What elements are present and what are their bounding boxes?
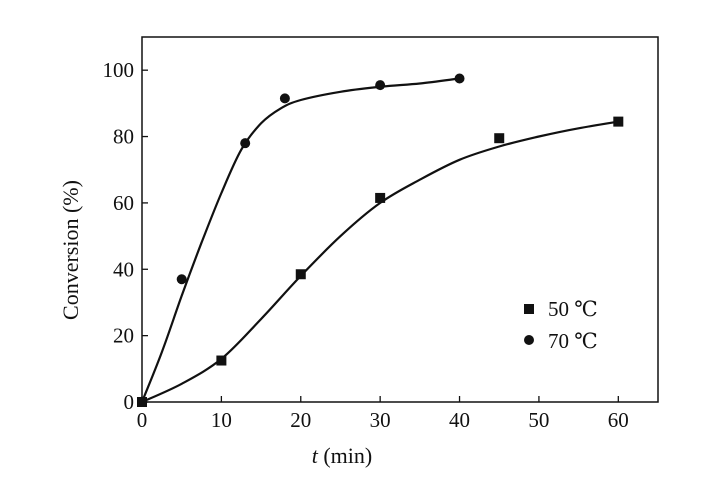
legend-label-50c: 50 ℃: [548, 297, 598, 321]
x-tick-label-0: 0: [137, 408, 148, 432]
x-tick-label-10: 10: [211, 408, 232, 432]
x-tick-label-40: 40: [449, 408, 470, 432]
x-tick-label-60: 60: [608, 408, 629, 432]
x-tick-label-50: 50: [528, 408, 549, 432]
x-axis-unit: (min): [323, 443, 372, 468]
point-series-0-5: [613, 116, 624, 127]
point-series-0-3: [375, 192, 386, 203]
legend-label-70c: 70 ℃: [548, 329, 598, 353]
legend-marker-70c: [524, 335, 534, 345]
point-series-1-2: [240, 138, 251, 149]
x-axis-variable: t: [312, 443, 319, 468]
fit-line-series-1: [140, 77, 460, 403]
y-axis-ticks: 0 20 40 60 80 100: [103, 58, 148, 414]
y-tick-label-100: 100: [103, 58, 135, 82]
point-series-1-1: [176, 274, 187, 285]
data-points: [137, 73, 624, 407]
point-series-1-3: [279, 93, 290, 104]
legend-marker-50c: [524, 304, 534, 314]
x-axis-ticks: 0 10 20 30 40 50 60: [137, 396, 629, 432]
point-series-0-1: [216, 355, 227, 366]
x-tick-label-20: 20: [290, 408, 311, 432]
y-tick-label-80: 80: [113, 125, 134, 149]
y-tick-label-20: 20: [113, 324, 134, 348]
x-tick-label-30: 30: [370, 408, 391, 432]
x-axis-label: t (min): [312, 443, 373, 468]
fit-line-series-0: [141, 120, 619, 404]
point-series-0-4: [494, 133, 505, 144]
point-series-1-5: [454, 73, 465, 84]
y-tick-label-40: 40: [113, 257, 134, 281]
plot-frame: [141, 36, 659, 403]
y-tick-label-60: 60: [113, 191, 134, 215]
y-tick-label-0: 0: [124, 390, 135, 414]
y-axis-label: Conversion (%): [58, 180, 83, 320]
point-series-0-2: [295, 269, 306, 280]
point-series-1-4: [375, 80, 386, 91]
legend: 50 ℃ 70 ℃: [524, 297, 598, 353]
fit-lines: [140, 77, 619, 404]
point-series-1-0: [137, 397, 147, 407]
